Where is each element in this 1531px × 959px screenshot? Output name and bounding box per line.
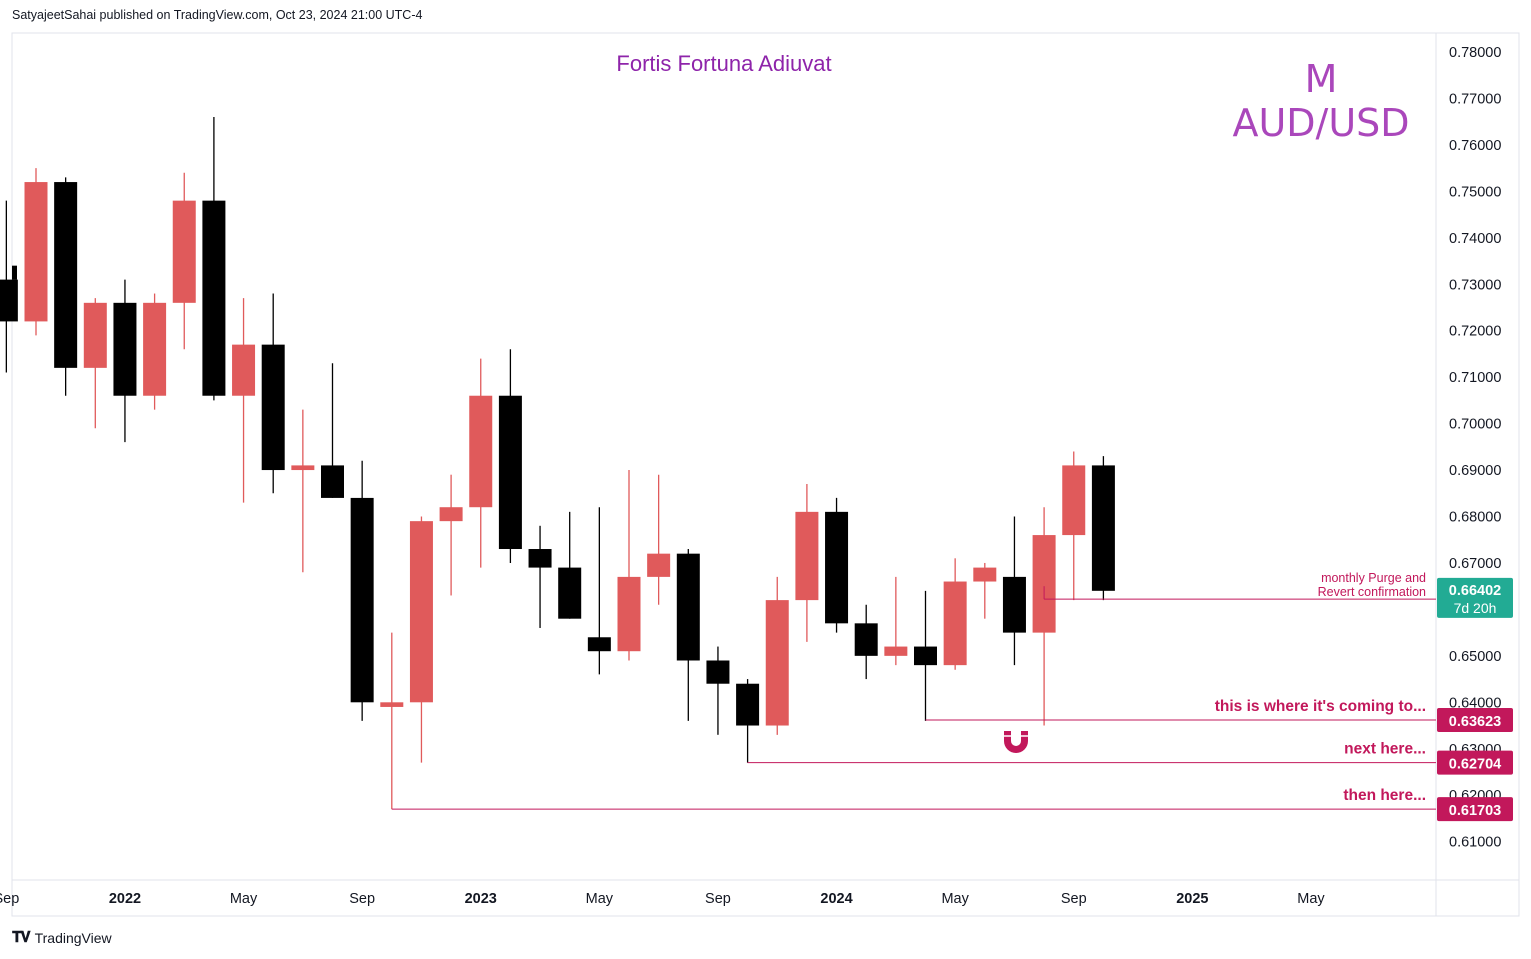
price-tag (1437, 707, 1513, 732)
candle-body (1062, 465, 1086, 536)
candle-body (261, 344, 285, 471)
candle-body (943, 581, 967, 666)
chart-title: Fortis Fortuna Adiuvat (616, 51, 831, 76)
candle-body (232, 344, 256, 396)
x-tick-label: Sep (0, 891, 19, 907)
candle-body (54, 182, 78, 368)
last-price-tag (1437, 577, 1513, 618)
candle-body (676, 553, 700, 661)
watermark-symbol: AUD/USD (1232, 101, 1409, 145)
y-tick-label: 0.74000 (1449, 231, 1501, 247)
candle-body (795, 511, 819, 601)
candle-body (498, 395, 522, 550)
candle-body (380, 702, 404, 707)
candle-body (321, 465, 344, 498)
y-tick-label: 0.65000 (1449, 649, 1501, 665)
candle-body (24, 182, 48, 322)
candle-body (765, 600, 789, 726)
candle-body (587, 637, 611, 652)
y-tick-label: 0.75000 (1449, 184, 1501, 200)
candle-body (113, 302, 137, 396)
x-tick-label: 2024 (820, 891, 852, 907)
y-tick-label: 0.67000 (1449, 556, 1501, 572)
price-tag (1437, 797, 1513, 822)
x-tick-label: Sep (705, 891, 731, 907)
y-tick-label: 0.68000 (1449, 510, 1501, 526)
candle-body (647, 553, 671, 577)
level-annotation: next here... (1344, 741, 1426, 758)
level-annotation: then here... (1343, 787, 1426, 804)
last-price-countdown: 7d 20h (1454, 600, 1497, 616)
footer: 𝐓𝐕 TradingView (12, 929, 112, 946)
x-tick-label: May (941, 891, 969, 907)
y-tick-label: 0.76000 (1449, 138, 1501, 154)
x-tick-label: 2023 (465, 891, 497, 907)
candle-body (439, 507, 463, 522)
candle-body (469, 395, 493, 508)
y-tick-label: 0.61000 (1449, 835, 1501, 851)
candle-body (291, 465, 315, 471)
candle-body (825, 511, 849, 624)
y-tick-label: 0.72000 (1449, 324, 1501, 340)
candle-body (350, 497, 374, 703)
level-annotation: this is where it's coming to... (1215, 698, 1426, 715)
x-tick-label: May (230, 891, 258, 907)
price-tag-label: 0.61703 (1449, 803, 1501, 819)
candle-body (736, 683, 760, 726)
candle-body (973, 567, 997, 582)
y-tick-label: 0.77000 (1449, 91, 1501, 107)
y-tick-label: 0.71000 (1449, 370, 1501, 386)
x-tick-label: Sep (349, 891, 375, 907)
publisher-line: SatyajeetSahai published on TradingView.… (12, 8, 423, 22)
candle-partial (12, 265, 17, 280)
candle-body (1091, 465, 1115, 591)
magnet-icon (1004, 731, 1028, 753)
candle-body (528, 549, 552, 568)
candle-body (1032, 535, 1056, 633)
chart-frame (11, 32, 1520, 917)
candle-body (1002, 576, 1026, 633)
y-tick-label: 0.73000 (1449, 277, 1501, 293)
candle-body (409, 521, 433, 703)
candle-body (143, 302, 167, 396)
candle-body (914, 646, 937, 666)
candle-body (854, 623, 878, 656)
tradingview-logo-icon: 𝐓𝐕 (12, 929, 31, 946)
level-annotation: Revert confirmation (1318, 585, 1426, 599)
candle-body (706, 660, 730, 684)
y-tick-label: 0.78000 (1449, 45, 1501, 61)
x-tick-label: 2022 (109, 891, 141, 907)
candle-body (617, 576, 641, 652)
y-tick-label: 0.70000 (1449, 417, 1501, 433)
level-annotation: monthly Purge and (1321, 571, 1426, 585)
candle-body (172, 200, 196, 303)
y-tick-label: 0.64000 (1449, 695, 1501, 711)
price-tag-label: 0.63623 (1449, 714, 1501, 730)
candle-body (884, 646, 908, 656)
candle-body (0, 279, 18, 322)
x-tick-label: Sep (1061, 891, 1087, 907)
candle-body (558, 567, 582, 619)
x-tick-label: May (1297, 891, 1325, 907)
footer-brand[interactable]: TradingView (34, 929, 112, 946)
price-tag-label: 0.62704 (1449, 757, 1501, 773)
x-tick-label: May (586, 891, 614, 907)
candle-body (83, 302, 107, 368)
price-tag (1437, 750, 1513, 775)
x-tick-label: 2025 (1176, 891, 1208, 907)
last-price-value: 0.66402 (1449, 583, 1501, 599)
y-tick-label: 0.69000 (1449, 463, 1501, 479)
watermark-interval: M (1305, 57, 1338, 101)
candle-body (202, 200, 226, 396)
